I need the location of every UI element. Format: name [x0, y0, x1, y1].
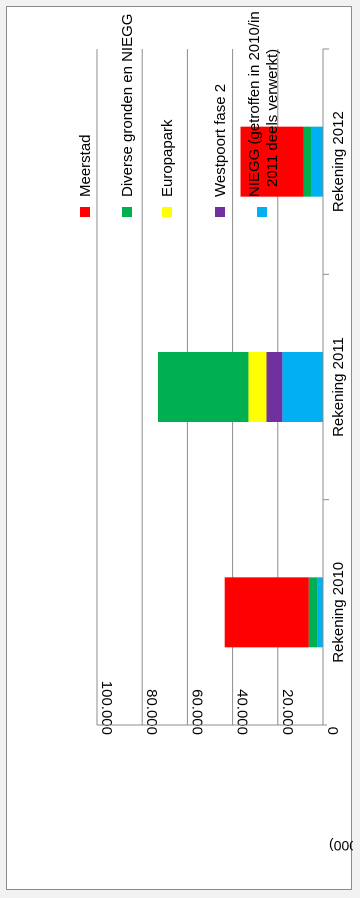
legend-label: Meerstad	[77, 134, 94, 197]
legend-swatch	[257, 207, 267, 217]
chart: 0 20.000 40.000 60.000 80.000 100.000 (x € 1.0…	[77, 11, 360, 854]
bar-segment	[248, 352, 267, 422]
bar-segment	[282, 352, 323, 422]
legend-label: Europapark	[159, 119, 176, 197]
legend-swatch	[215, 207, 225, 217]
category-label: Rekening 2010	[330, 562, 347, 663]
legend-swatch	[122, 207, 132, 217]
bar-segment	[303, 126, 312, 197]
legend-swatch	[162, 207, 172, 217]
bar-segment	[311, 126, 323, 197]
legend: Meerstad Diverse gronden en NIEGG Europapa…	[77, 11, 281, 217]
category-label: Rekening 2011	[330, 337, 347, 437]
bar-segment	[158, 352, 249, 422]
tick-label: 40.000	[234, 689, 251, 735]
tick-label: 80.000	[143, 689, 160, 735]
bar-segment	[317, 577, 323, 648]
category-axis: Rekening 2010 Rekening 2011 Rekening 2012	[97, 48, 347, 726]
unit-label: (x € 1.000)	[329, 838, 353, 854]
legend-label: Westpoort fase 2	[212, 84, 229, 197]
tick-label: 0	[324, 727, 341, 735]
tick-label: 100.000	[98, 681, 115, 735]
bar-segment	[224, 577, 309, 648]
tick-label: 60.000	[188, 689, 205, 735]
bar-segment	[266, 352, 283, 422]
legend-label: Diverse gronden en NIEGG	[119, 14, 136, 197]
bars	[158, 126, 323, 648]
category-label: Rekening 2012	[330, 111, 347, 212]
tick-label: 20.000	[279, 689, 296, 735]
legend-label: NIEGG (getroffen in 2010/in2011 deels ve…	[246, 11, 281, 197]
legend-swatch	[80, 207, 90, 217]
value-axis: 0 20.000 40.000 60.000 80.000 100.000 (x € 1.0…	[98, 49, 360, 854]
chart-frame: 0 20.000 40.000 60.000 80.000 100.000 (x € 1.0…	[6, 6, 360, 890]
bar-segment	[240, 126, 304, 197]
bar-segment	[308, 577, 318, 648]
